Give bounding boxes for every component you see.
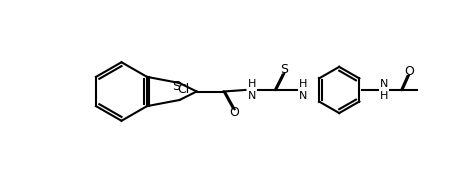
Text: N
H: N H bbox=[380, 79, 388, 101]
Text: S: S bbox=[280, 63, 288, 76]
Text: H
N: H N bbox=[248, 79, 256, 101]
Text: O: O bbox=[404, 65, 414, 78]
Text: O: O bbox=[229, 106, 239, 119]
Text: H
N: H N bbox=[298, 79, 307, 101]
Text: Cl: Cl bbox=[177, 83, 189, 96]
Text: S: S bbox=[172, 80, 180, 93]
